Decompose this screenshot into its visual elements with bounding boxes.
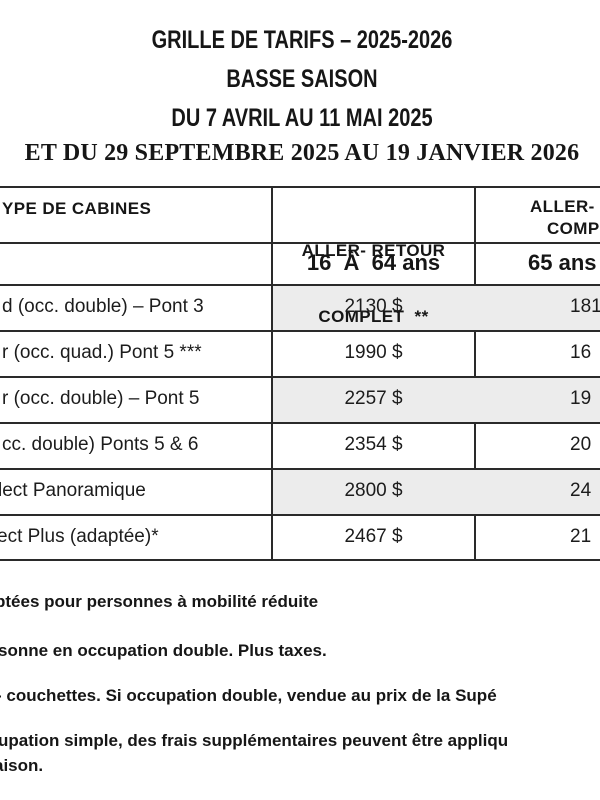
- table-border-top: [0, 186, 600, 188]
- table-row-divider: [0, 376, 600, 378]
- season-subtitle: BASSE SAISON: [226, 65, 378, 93]
- price-senior: 21: [570, 526, 592, 547]
- footnote-single-occupancy-line1: upation simple, des frais supplémentaire…: [0, 731, 509, 750]
- cabin-label: r (occ. quad.) Pont 5 ***: [2, 342, 202, 363]
- cabin-label: lect Panoramique: [0, 480, 146, 501]
- header-cabin-type: YPE DE CABINES: [2, 199, 152, 218]
- footnote-double-occupancy: sonne en occupation double. Plus taxes.: [0, 641, 327, 660]
- price-adult: 2800 $: [344, 480, 403, 501]
- price-adult: 2130 $: [344, 296, 403, 317]
- footnote-berths: - couchettes. Si occupation double, vend…: [0, 686, 497, 705]
- table-row-divider: [0, 242, 600, 244]
- price-senior: 24: [570, 480, 592, 501]
- price-adult: 2354 $: [344, 434, 403, 455]
- shaded-row-band: [273, 286, 600, 330]
- footnote-mobility: ptées pour personnes à mobilité réduite: [0, 592, 319, 611]
- shaded-row-band: [273, 378, 600, 422]
- date-range-1: DU 7 AVRIL AU 11 MAI 2025: [171, 104, 433, 132]
- header-round-trip-adult-line2: COMPLET **: [318, 307, 429, 326]
- cabin-label: r (occ. double) – Pont 5: [2, 388, 200, 409]
- table-row-divider: [0, 330, 600, 332]
- shaded-row-band: [273, 470, 600, 514]
- table-column-divider: [271, 186, 273, 561]
- page-title: GRILLE DE TARIFS – 2025-2026: [151, 26, 453, 54]
- table-row-divider: [0, 284, 600, 286]
- header-round-trip-adult: ALLER- RETOUR COMPLET **: [273, 196, 474, 372]
- table-row-divider: [0, 514, 600, 516]
- cabin-label: ect Plus (adaptée)*: [0, 526, 159, 547]
- age-band-adult: 16 À 64 ans: [306, 250, 441, 275]
- price-senior: 19: [570, 388, 592, 409]
- cabin-label: cc. double) Ponts 5 & 6: [2, 434, 199, 455]
- age-band-senior: 65 ans: [528, 250, 597, 275]
- table-row-divider: [0, 468, 600, 470]
- cabin-label: d (occ. double) – Pont 3: [2, 296, 204, 317]
- table-border-bottom: [0, 559, 600, 561]
- header-round-trip-adult-line1: ALLER- RETOUR: [301, 241, 446, 260]
- price-senior: 20: [570, 434, 592, 455]
- header-round-trip-senior-line2: COMP: [547, 219, 600, 238]
- table-row-divider: [0, 422, 600, 424]
- table-column-divider: [474, 186, 476, 561]
- header-round-trip-senior-line1: ALLER-: [530, 197, 595, 216]
- price-senior: 16: [570, 342, 592, 363]
- date-range-2: ET DU 29 SEPTEMBRE 2025 AU 19 JANVIER 20…: [24, 140, 580, 166]
- price-adult: 2467 $: [344, 526, 403, 547]
- footnote-single-occupancy-line2: aison.: [0, 756, 44, 775]
- price-senior: 181: [570, 296, 600, 317]
- price-adult: 1990 $: [344, 342, 403, 363]
- price-adult: 2257 $: [344, 388, 403, 409]
